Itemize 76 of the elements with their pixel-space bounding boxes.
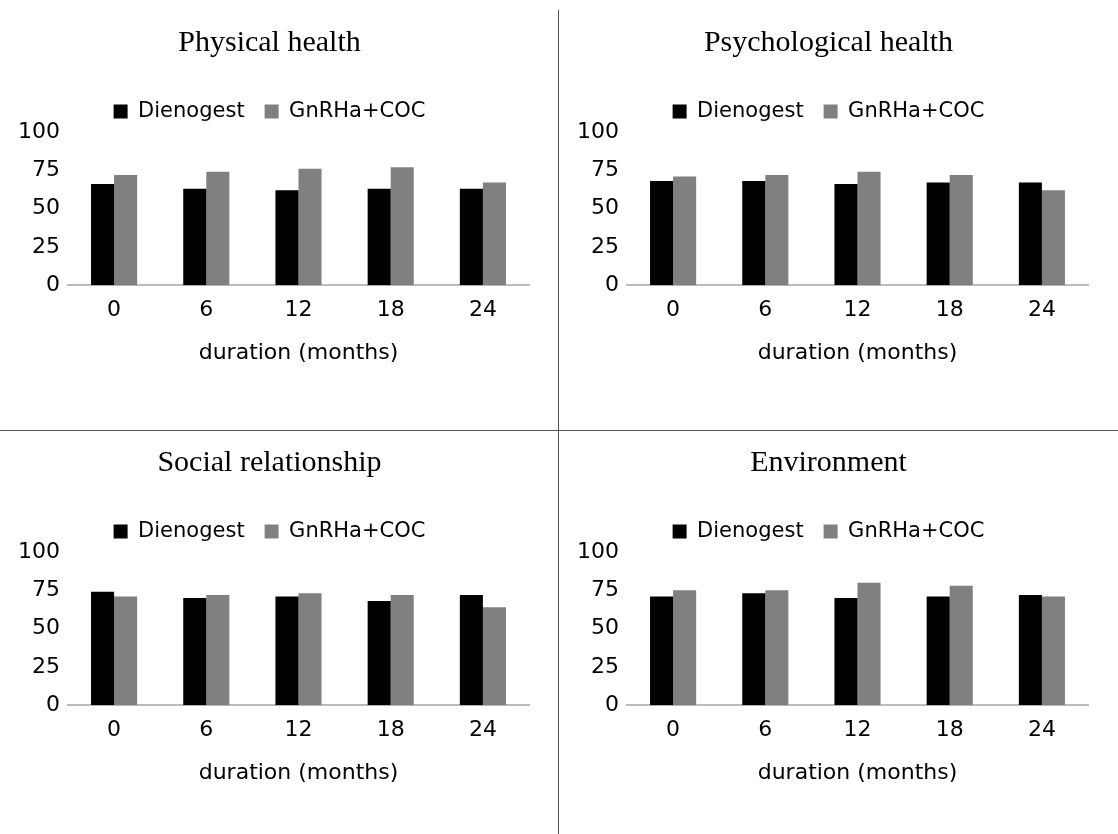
x-tick-label: 18 — [376, 716, 405, 742]
y-tick-label: 75 — [590, 576, 619, 602]
chart-title: Social relationship — [157, 443, 382, 477]
x-tick-label: 18 — [935, 296, 964, 322]
x-tick-label: 6 — [758, 296, 773, 322]
x-tick-label: 18 — [376, 296, 405, 322]
x-tick-label: 0 — [107, 716, 122, 742]
bar — [949, 585, 973, 706]
bar — [1041, 596, 1065, 706]
bar — [390, 167, 414, 286]
y-tick-label: 25 — [590, 232, 619, 258]
x-tick-label: 6 — [199, 296, 214, 322]
x-tick-label: 12 — [284, 716, 313, 742]
legend-label: Dienogest — [138, 97, 245, 122]
bar — [742, 593, 766, 706]
legend-label: GnRHa+COC — [289, 97, 426, 122]
y-tick-label: 0 — [604, 690, 619, 716]
y-tick-label: 25 — [590, 652, 619, 678]
y-tick-label: 100 — [17, 117, 60, 143]
y-tick-label: 75 — [31, 156, 60, 182]
x-tick-label: 0 — [107, 296, 122, 322]
x-tick-label: 12 — [284, 296, 313, 322]
y-tick-label: 25 — [31, 652, 60, 678]
legend-label: Dienogest — [138, 517, 245, 542]
y-tick-label: 0 — [45, 690, 60, 716]
chart-title: Physical health — [178, 23, 361, 57]
bar — [183, 188, 207, 286]
bar — [275, 190, 299, 286]
y-tick-label: 50 — [590, 614, 619, 640]
x-tick-label: 24 — [468, 716, 497, 742]
chart-title: Environment — [750, 443, 908, 477]
x-tick-label: 6 — [199, 716, 214, 742]
bar — [650, 596, 674, 706]
x-tick-label: 6 — [758, 716, 773, 742]
legend-label: GnRHa+COC — [848, 517, 985, 542]
chart-title: Psychological health — [703, 23, 954, 57]
x-tick-label: 0 — [666, 296, 681, 322]
bar — [673, 590, 697, 706]
x-axis-title: duration (months) — [198, 338, 399, 364]
y-tick-label: 50 — [590, 194, 619, 220]
bar — [367, 188, 391, 286]
x-axis-title: duration (months) — [757, 758, 958, 784]
legend-label: GnRHa+COC — [289, 517, 426, 542]
x-tick-label: 18 — [935, 716, 964, 742]
bar — [482, 182, 506, 286]
y-tick-label: 100 — [576, 537, 619, 563]
bar — [459, 188, 483, 286]
legend-label: Dienogest — [697, 517, 804, 542]
bar — [114, 174, 138, 286]
x-tick-label: 12 — [843, 716, 872, 742]
x-tick-label: 0 — [666, 716, 681, 742]
y-tick-label: 100 — [17, 537, 60, 563]
x-tick-label: 24 — [1027, 716, 1056, 742]
x-tick-label: 24 — [468, 296, 497, 322]
y-tick-label: 25 — [31, 232, 60, 258]
bar — [765, 590, 789, 706]
bar — [834, 597, 858, 706]
legend-label: Dienogest — [697, 97, 804, 122]
y-tick-label: 75 — [590, 156, 619, 182]
bar — [926, 596, 950, 706]
y-tick-label: 75 — [31, 576, 60, 602]
x-tick-label: 24 — [1027, 296, 1056, 322]
y-tick-label: 100 — [576, 117, 619, 143]
x-axis-title: duration (months) — [757, 338, 958, 364]
bar — [857, 582, 881, 706]
bar — [91, 184, 115, 286]
x-tick-label: 12 — [843, 296, 872, 322]
bar — [206, 171, 230, 286]
legend-label: GnRHa+COC — [848, 97, 985, 122]
x-axis-title: duration (months) — [198, 758, 399, 784]
bar — [298, 168, 322, 286]
y-tick-label: 0 — [45, 270, 60, 296]
y-tick-label: 50 — [31, 614, 60, 640]
y-tick-label: 0 — [604, 270, 619, 296]
bar — [1018, 594, 1042, 706]
y-tick-label: 50 — [31, 194, 60, 220]
